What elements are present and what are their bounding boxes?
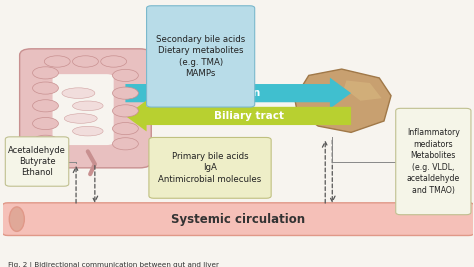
Polygon shape [295,69,391,132]
Text: Primary bile acids
IgA
Antimicrobial molecules: Primary bile acids IgA Antimicrobial mol… [158,152,262,184]
Ellipse shape [112,87,138,99]
Ellipse shape [64,114,97,123]
FancyBboxPatch shape [146,6,255,107]
Ellipse shape [33,135,58,147]
Ellipse shape [112,138,138,150]
Polygon shape [344,80,382,101]
Text: Portal vein: Portal vein [196,88,260,98]
Ellipse shape [33,100,58,112]
Text: Biliary tract: Biliary tract [214,111,284,121]
Text: Fig. 2 | Bidirectional communication between gut and liver: Fig. 2 | Bidirectional communication bet… [8,262,219,267]
FancyBboxPatch shape [396,108,471,215]
FancyBboxPatch shape [53,74,114,145]
Ellipse shape [9,207,24,231]
Polygon shape [126,78,351,109]
Text: Systemic circulation: Systemic circulation [171,213,305,226]
Ellipse shape [112,69,138,81]
Ellipse shape [33,82,58,94]
Ellipse shape [112,105,138,117]
Polygon shape [126,100,351,131]
Ellipse shape [33,117,58,129]
Ellipse shape [44,56,70,67]
Ellipse shape [73,126,103,136]
Ellipse shape [101,56,127,67]
Ellipse shape [73,56,99,67]
FancyBboxPatch shape [19,49,151,168]
Text: Secondary bile acids
Dietary metabolites
(e.g. TMA)
MAMPs: Secondary bile acids Dietary metabolites… [156,35,245,78]
Text: Inflammatory
mediators
Metabolites
(e.g. VLDL,
acetaldehyde
and TMAO): Inflammatory mediators Metabolites (e.g.… [407,128,460,195]
FancyBboxPatch shape [149,138,271,198]
Ellipse shape [62,88,95,99]
Ellipse shape [73,101,103,111]
Ellipse shape [112,123,138,135]
Text: Acetaldehyde
Butyrate
Ethanol: Acetaldehyde Butyrate Ethanol [8,146,66,178]
FancyBboxPatch shape [5,137,69,186]
Ellipse shape [33,67,58,79]
FancyBboxPatch shape [2,203,474,235]
